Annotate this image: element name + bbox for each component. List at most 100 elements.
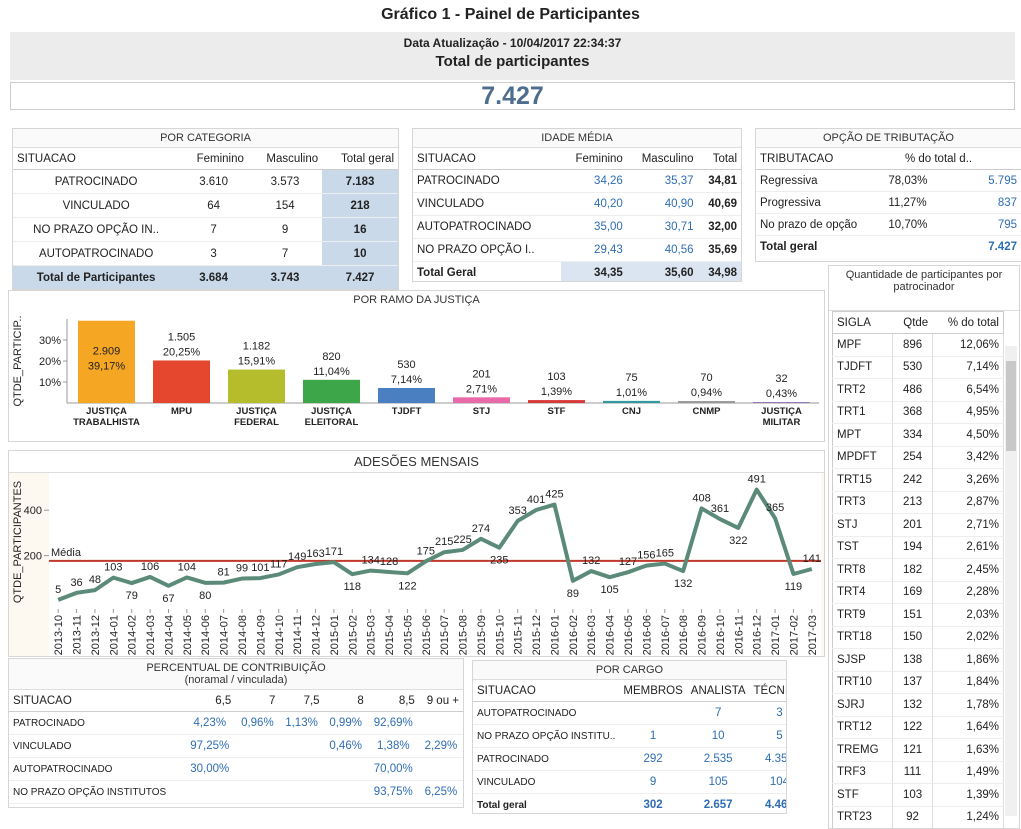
table-cell: 104 <box>750 771 787 794</box>
x-tick-label: STJ <box>444 406 519 417</box>
table-cell: 78,03% <box>884 170 976 192</box>
table-cell: 12,06% <box>932 334 1003 357</box>
y-tick-label: 10% <box>39 377 61 389</box>
value-label: 106 <box>141 561 159 573</box>
count-label: 201 <box>472 368 490 380</box>
column-header: 8,5 <box>368 690 419 712</box>
table-cell: 0,96% <box>235 712 279 735</box>
column-header: Qtde <box>893 312 932 334</box>
header-row: TRIBUTACAO% do total d.. <box>756 148 1021 170</box>
table-cell: 7 <box>179 218 248 242</box>
count-label: 32 <box>775 373 787 385</box>
table-cell: 111 <box>893 761 932 784</box>
table-cell: 40,90 <box>627 193 698 216</box>
total-label: Total de participantes <box>10 53 1015 70</box>
count-label: 70 <box>700 372 712 384</box>
table-cell: TST <box>833 536 893 559</box>
table-cell <box>884 236 976 258</box>
bar <box>228 370 285 403</box>
x-tick-label: 2014-02 <box>127 615 139 655</box>
table-cell: 0,46% <box>324 735 368 758</box>
value-label: 1,39% <box>541 386 572 398</box>
table-subtitle: (noramal / vinculada) <box>9 674 463 690</box>
x-tick-label: STF <box>519 406 594 417</box>
table-cell: 137 <box>893 671 932 694</box>
y-tick-label: 200 <box>24 551 42 563</box>
value-label: 361 <box>711 503 729 515</box>
table-cell: 1,39% <box>932 784 1003 807</box>
table-cell: 837 <box>976 192 1021 214</box>
table-title: POR CATEGORIA <box>13 129 398 148</box>
x-tick-label: 2014-12 <box>311 615 323 655</box>
x-tick-label: 2014-08 <box>237 615 249 655</box>
value-label: 104 <box>178 561 196 573</box>
table-cell: 40,56 <box>627 239 698 262</box>
x-tick-label: 2016-03 <box>586 615 598 655</box>
table-cell: 213 <box>893 491 932 514</box>
x-tick-label: 2016-09 <box>697 615 709 655</box>
table-cell: MPT <box>833 424 893 447</box>
table-contribuicao: PERCENTUAL DE CONTRIBUIÇÃO(noramal / vin… <box>8 658 464 808</box>
table-cell: 92 <box>893 806 932 829</box>
count-label: 75 <box>625 372 637 384</box>
table-cell: 2.657 <box>687 794 750 815</box>
x-tick-label: 2014-09 <box>255 615 267 655</box>
table-cell: No prazo de opção <box>756 214 884 236</box>
table-cell: 6,54% <box>932 379 1003 402</box>
table-cell: 302 <box>619 794 686 815</box>
x-tick-label: 2015-06 <box>421 615 433 655</box>
column-header: % do total <box>932 312 1003 334</box>
header: Data Atualização - 10/04/2017 22:34:37 T… <box>10 32 1015 80</box>
table-cell: 151 <box>893 604 932 627</box>
table-cell: MPF <box>833 334 893 357</box>
table-cell: TRT8 <box>833 559 893 582</box>
table-cell <box>419 758 463 781</box>
bar <box>603 401 660 403</box>
table-cell: TRT18 <box>833 626 893 649</box>
table-cell: 34,81 <box>698 170 742 193</box>
table-cell: 1 <box>619 725 686 748</box>
value-label: 132 <box>582 555 600 567</box>
value-label: 7,14% <box>391 374 422 386</box>
table-cell: TREMG <box>833 739 893 762</box>
y-axis-label: QTDE_PARTICIPANTES <box>12 481 24 603</box>
x-tick-label: CNMP <box>669 406 744 417</box>
x-tick-label: 2014-03 <box>145 615 157 655</box>
table-cell: 3,42% <box>932 446 1003 469</box>
table-cell: AUTOPATROCINADO <box>13 242 179 266</box>
table-cell: STJ <box>833 514 893 537</box>
x-tick-label: 2016-04 <box>605 615 617 655</box>
value-label: 353 <box>509 505 527 517</box>
table-cell: 169 <box>893 581 932 604</box>
count-label: 1.182 <box>243 341 271 353</box>
table-cell <box>235 758 279 781</box>
table-cell <box>235 735 279 758</box>
x-tick-label: 2014-04 <box>163 615 175 655</box>
y-tick-label: 20% <box>39 356 61 368</box>
table-cell: 35,00 <box>561 216 626 239</box>
value-label: 235 <box>490 555 508 567</box>
table-cell: 2,71% <box>932 514 1003 537</box>
column-header: SIGLA <box>833 312 893 334</box>
